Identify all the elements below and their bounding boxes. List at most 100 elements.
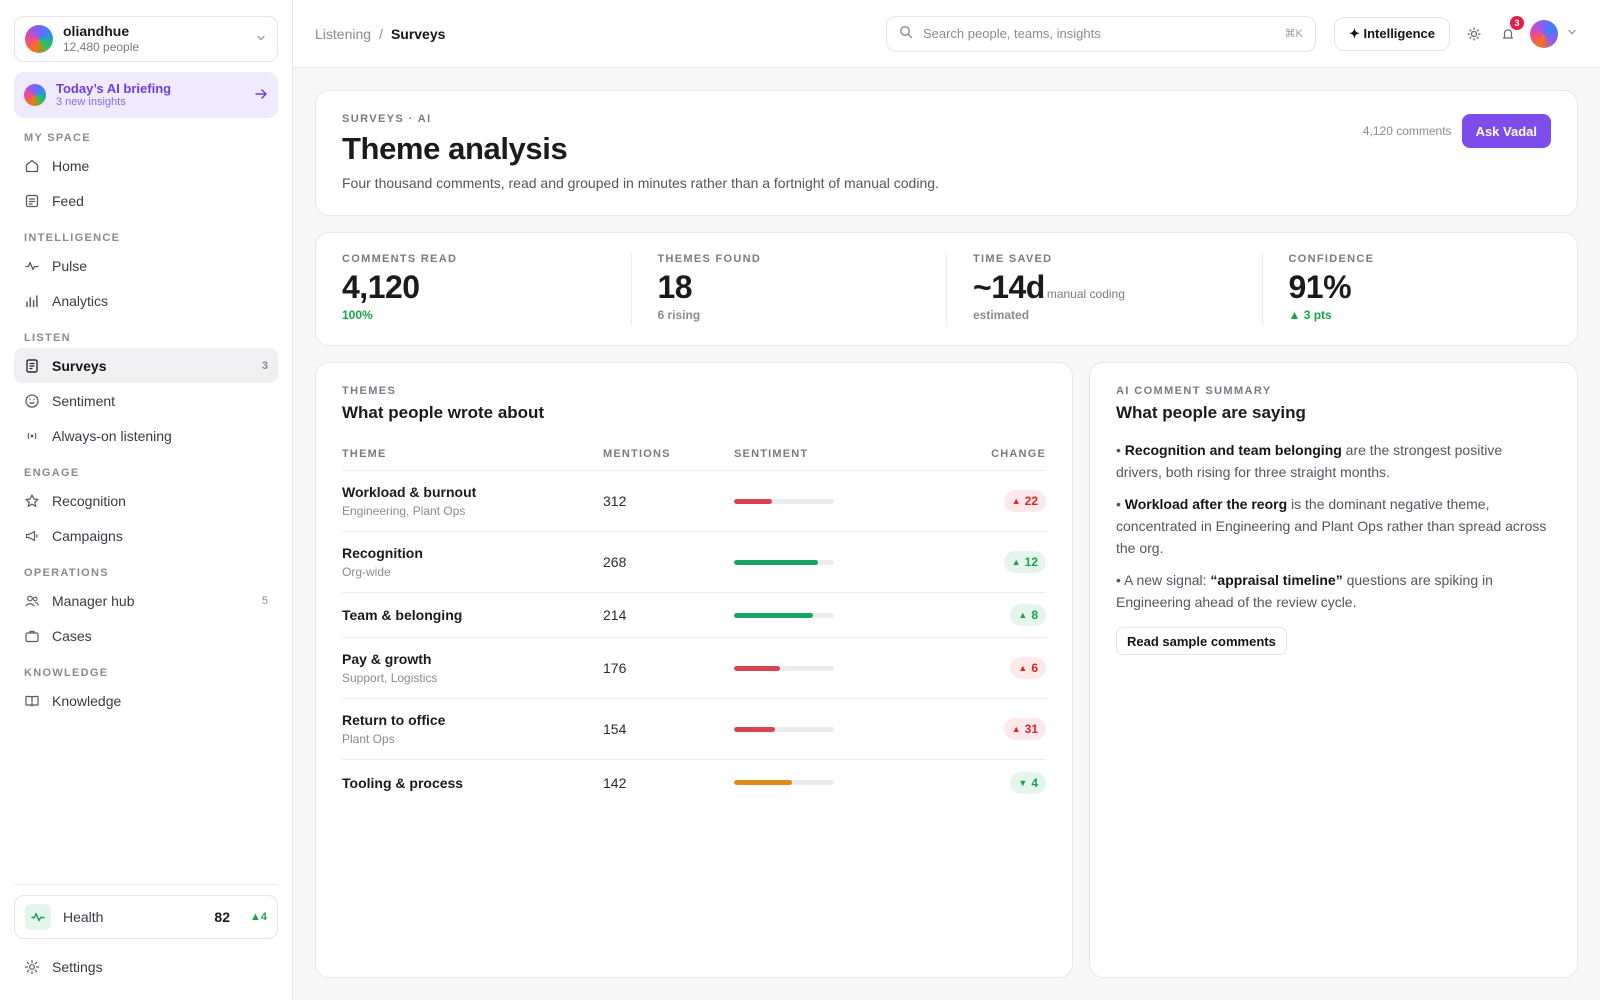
- sentiment-cell: [734, 612, 926, 618]
- column-header-mentions[interactable]: MENTIONS: [603, 447, 671, 460]
- change-badge: ▲ 8: [1010, 604, 1046, 626]
- hero-card: SURVEYS · AI Theme analysis Four thousan…: [315, 90, 1578, 216]
- nav-section-listen: LISTEN: [24, 332, 71, 344]
- org-switcher[interactable]: oliandhue 12,480 people: [14, 16, 278, 62]
- summary-eyebrow: AI COMMENT SUMMARY: [1116, 385, 1272, 397]
- change-cell: ▼ 4: [926, 771, 1046, 794]
- sentiment-cell: [734, 498, 926, 504]
- change-badge: ▲ 22: [1003, 490, 1046, 512]
- summary-highlight: Workload after the reorg: [1124, 496, 1288, 512]
- stat-value: ~14d manual coding: [973, 269, 1236, 306]
- ask-vadal-button[interactable]: Ask Vadal: [1461, 114, 1551, 148]
- megaphone-icon: [24, 528, 40, 544]
- change-value: 12: [1024, 555, 1038, 569]
- summary-rest: is the dominant negative theme, concentr…: [1116, 496, 1547, 556]
- stats-card: COMMENTS READ 4,120 100% THEMES FOUND 18 6 ri…: [315, 232, 1578, 346]
- comments-count: 4,120 comments: [1362, 124, 1452, 138]
- sidebar-item-label: Knowledge: [52, 692, 122, 709]
- sidebar-item-sentiment[interactable]: Sentiment: [14, 383, 278, 418]
- sidebar: oliandhue 12,480 people Today’s AI brief…: [0, 0, 293, 1000]
- sidebar-item-analytics[interactable]: Analytics: [14, 283, 278, 318]
- column-header-sentiment[interactable]: SENTIMENT: [734, 447, 809, 460]
- health-score: 82: [214, 909, 230, 925]
- breadcrumb-current: Surveys: [390, 25, 446, 42]
- sidebar-item-cases[interactable]: Cases: [14, 618, 278, 653]
- sentiment-bar: [734, 498, 834, 504]
- bullet: •: [1116, 572, 1125, 588]
- search-bar[interactable]: ⌘K: [885, 15, 1316, 52]
- nav-section-operations: OPERATIONS: [24, 567, 109, 579]
- table-row[interactable]: Pay & growth Support, Logistics 176 ▲ 6: [342, 638, 1046, 699]
- briefing-title: Today’s AI briefing: [56, 80, 172, 96]
- change-value: 22: [1024, 494, 1038, 508]
- org-avatar: [25, 25, 53, 53]
- breadcrumb-parent[interactable]: Listening: [315, 25, 372, 42]
- sidebar-item-recognition[interactable]: Recognition: [14, 483, 278, 518]
- column-header-change[interactable]: CHANGE: [991, 447, 1046, 460]
- breadcrumb-separator: /: [379, 25, 383, 42]
- change-value: 6: [1031, 661, 1038, 675]
- intelligence-button[interactable]: ✦ Intelligence: [1333, 16, 1450, 51]
- table-row[interactable]: Workload & burnout Engineering, Plant Ops…: [342, 471, 1046, 532]
- sidebar-item-pulse[interactable]: Pulse: [14, 248, 278, 283]
- sidebar-item-home[interactable]: Home: [14, 148, 278, 183]
- sidebar-item-always-on-listening[interactable]: Always-on listening: [14, 418, 278, 453]
- table-row[interactable]: Return to office Plant Ops 154 ▲ 31: [342, 699, 1046, 760]
- themes-table: THEME MENTIONS SENTIMENT CHANGE Workload…: [342, 437, 1046, 805]
- user-avatar[interactable]: [1530, 19, 1558, 48]
- sidebar-item-knowledge[interactable]: Knowledge: [14, 683, 278, 718]
- surveys-count-badge: 3: [261, 359, 268, 372]
- search-input[interactable]: [922, 26, 1275, 41]
- home-icon: [24, 158, 40, 174]
- health-label: Health: [63, 909, 104, 925]
- triangle-down-icon: ▼: [1018, 777, 1028, 788]
- bell-icon[interactable]: 3: [1498, 15, 1524, 44]
- content: SURVEYS · AI Theme analysis Four thousan…: [293, 68, 1600, 1000]
- briefing-avatar: [24, 84, 46, 106]
- read-sample-comments-button[interactable]: Read sample comments: [1116, 627, 1287, 655]
- sidebar-item-feed[interactable]: Feed: [14, 183, 278, 218]
- sentiment-bar: [734, 726, 834, 732]
- breadcrumb: Listening / Surveys: [315, 26, 445, 42]
- sidebar-item-settings[interactable]: Settings: [14, 949, 278, 984]
- sentiment-bar-fill: [734, 665, 780, 671]
- sidebar-item-label: Sentiment: [52, 392, 116, 409]
- table-row[interactable]: Team & belonging 214 ▲ 8: [342, 593, 1046, 638]
- column-header-theme[interactable]: THEME: [342, 447, 387, 460]
- notification-count-badge: 3: [1510, 15, 1524, 30]
- sun-icon[interactable]: [1464, 24, 1484, 44]
- table-row[interactable]: Tooling & process 142 ▼ 4: [342, 760, 1046, 805]
- hero-eyebrow: SURVEYS · AI: [342, 113, 432, 125]
- themes-title: What people wrote about: [342, 403, 545, 422]
- summary-list: • Recognition and team belonging are the…: [1116, 439, 1551, 613]
- change-cell: ▲ 31: [926, 718, 1046, 740]
- summary-point: • Workload after the reorg is the domina…: [1116, 493, 1551, 559]
- users-icon: [24, 593, 40, 609]
- theme-name: Pay & growth: [342, 651, 432, 667]
- mentions-cell: 176: [603, 660, 627, 676]
- org-people-count: 12,480 people: [63, 40, 140, 55]
- change-cell: ▲ 12: [926, 551, 1046, 573]
- health-widget[interactable]: Health 82 ▲4: [14, 895, 278, 939]
- sentiment-bar-fill: [734, 780, 792, 785]
- sidebar-item-label: Always-on listening: [52, 427, 172, 444]
- change-badge: ▲ 12: [1003, 551, 1046, 573]
- change-badge: ▼ 4: [1010, 771, 1046, 794]
- sidebar-item-surveys[interactable]: Surveys 3: [14, 348, 278, 383]
- theme-cell: Tooling & process: [342, 775, 603, 791]
- sidebar-item-campaigns[interactable]: Campaigns: [14, 518, 278, 553]
- theme-name: Recognition: [342, 545, 423, 561]
- ai-briefing-card[interactable]: Today’s AI briefing 3 new insights: [14, 72, 278, 118]
- change-value: 4: [1031, 775, 1038, 790]
- broadcast-icon: [24, 428, 40, 444]
- chevron-down-icon[interactable]: [1566, 26, 1578, 41]
- table-row[interactable]: Recognition Org-wide 268 ▲ 12: [342, 532, 1046, 593]
- sidebar-item-manager-hub[interactable]: Manager hub 5: [14, 583, 278, 618]
- stat-unit: manual coding: [1046, 287, 1125, 301]
- sentiment-bar-fill: [734, 726, 775, 732]
- briefing-subtitle: 3 new insights: [56, 96, 126, 109]
- theme-cell: Team & belonging: [342, 607, 603, 623]
- search-shortcut-hint: ⌘K: [1284, 28, 1303, 40]
- pulse-icon: [24, 258, 40, 274]
- stat-value: 91%: [1289, 269, 1552, 306]
